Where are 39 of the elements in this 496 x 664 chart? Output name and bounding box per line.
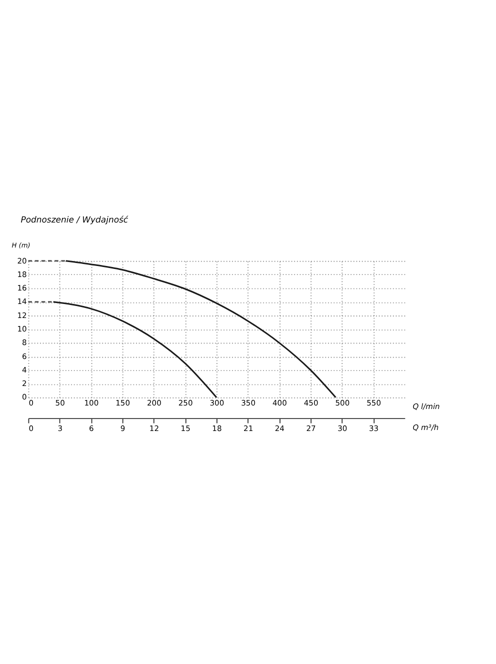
x-axis-title: Q l/min (412, 402, 440, 412)
x-tick-label: 550 (366, 398, 382, 408)
y-tick-label: 2 (22, 379, 28, 388)
chart-title: Podnoszenie / Wydajność (20, 214, 128, 224)
x2-tick-label: 21 (244, 424, 254, 433)
x2-tick-label: 0 (28, 424, 34, 433)
x-tick-label: 300 (210, 398, 224, 408)
x-tick-label: 200 (147, 398, 162, 408)
x-tick-label: 250 (178, 398, 193, 408)
x2-tick-label: 12 (149, 424, 160, 433)
line-series (65, 260, 336, 398)
y-tick-label: 8 (22, 338, 28, 348)
y-tick-label: 6 (22, 352, 28, 361)
x-tick-label: 500 (335, 398, 350, 408)
y-tick-label: 14 (17, 297, 28, 306)
x-tick-label: 350 (241, 398, 256, 408)
x2-tick-label: 15 (180, 424, 191, 433)
line-series (52, 301, 218, 398)
x2-axis-title: Q m³/h (412, 422, 439, 432)
x-tick-label: 150 (116, 398, 130, 408)
x2-tick-label: 27 (306, 424, 316, 433)
x2-tick-label: 6 (89, 424, 94, 433)
y-tick-label: 16 (17, 284, 28, 293)
x2-tick-label: 3 (58, 424, 63, 433)
x2-tick-label: 9 (120, 424, 126, 433)
x2-tick-label: 18 (212, 424, 222, 433)
x-tick-label: 100 (84, 398, 99, 408)
y-tick-label: 18 (17, 270, 28, 279)
y-tick-label: 20 (17, 256, 28, 266)
y-tick-label: 4 (22, 365, 28, 374)
x-tick-label: 450 (304, 398, 318, 408)
x2-tick-label: 24 (274, 424, 285, 433)
x-tick-label: 400 (272, 398, 288, 408)
y-tick-label: 10 (17, 324, 28, 334)
x-tick-label: 0 (28, 398, 34, 408)
x2-tick-label: 33 (369, 424, 379, 433)
x-tick-label: 50 (55, 398, 66, 408)
x2-tick-label: 30 (338, 424, 348, 433)
y-tick-label: 12 (17, 310, 28, 320)
